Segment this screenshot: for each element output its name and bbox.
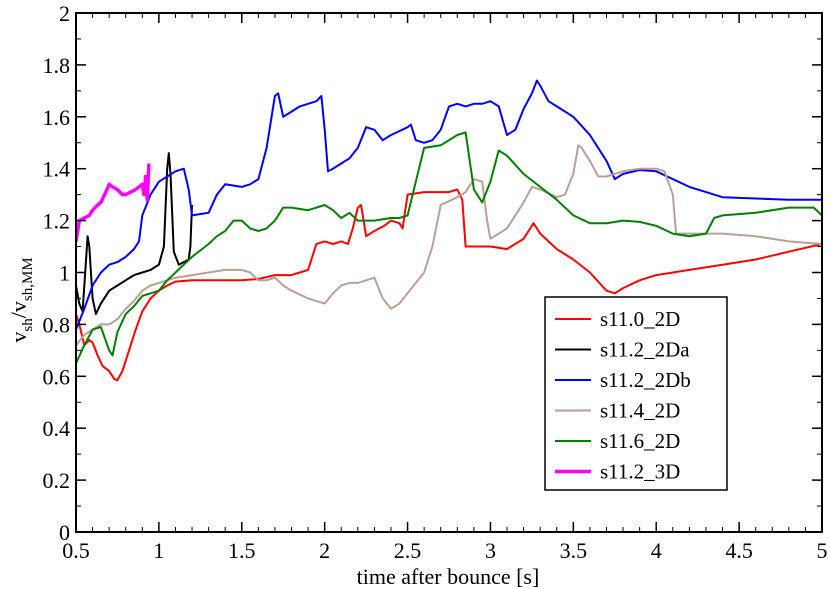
y-tick-label: 1.8 [43, 53, 71, 78]
series-line-s11-6-2d [76, 131, 822, 364]
legend-label: s11.0_2D [600, 307, 680, 331]
y-axis-label-sub1: sh [20, 318, 36, 332]
y-tick-label: 1.6 [43, 105, 71, 130]
legend-box [544, 296, 728, 491]
y-tick-label: 1.2 [43, 209, 71, 234]
x-axis-label: time after bounce [s] [357, 564, 540, 589]
series-line-s11-2-2da [76, 152, 193, 315]
x-tick-label: 2.5 [394, 538, 422, 563]
x-tick-label: 4 [651, 538, 662, 563]
y-tick-label: 0.8 [43, 312, 71, 337]
x-tick-label: 0.5 [62, 538, 90, 563]
y-tick-label: 1.4 [43, 157, 71, 182]
x-tick-label: 2 [319, 538, 330, 563]
series-line-s11-2-2db [76, 79, 822, 330]
y-tick-label: 0.2 [43, 468, 71, 493]
y-axis-label: vsh/vsh,MM [6, 257, 36, 342]
y-axis-label-sub2: sh,MM [20, 257, 36, 301]
x-tick-label: 1.5 [228, 538, 256, 563]
x-tick-label: 5 [817, 538, 828, 563]
x-tick-label: 3 [485, 538, 496, 563]
y-axis-label-slash: /v [6, 301, 31, 318]
series-line-s11-2-3d [76, 163, 151, 242]
legend-label: s11.2_2Db [600, 368, 691, 392]
y-tick-label: 2 [59, 1, 70, 26]
y-tick-label: 0 [59, 520, 70, 545]
legend: s11.0_2D s11.2_2Da s11.2_2Db s11.4_2D s11.6_… [544, 296, 728, 491]
y-tick-label: 1 [59, 261, 70, 286]
y-tick-label: 0.6 [43, 364, 71, 389]
axes-layer: 0.5 1 1.5 2 2.5 3 3.5 4 4.5 5 0 0.2 0.4 0.6 0.8 1 1.2 1.4… [43, 1, 828, 563]
legend-label: s11.4_2D [600, 399, 680, 423]
x-tick-label: 1 [153, 538, 164, 563]
legend-label: s11.2_2Da [600, 338, 690, 362]
series-layer [76, 79, 822, 382]
legend-label: s11.6_2D [600, 429, 680, 453]
y-tick-label: 0.4 [43, 416, 71, 441]
y-axis-label-main: v [6, 332, 31, 343]
legend-label: s11.2_3D [600, 460, 680, 484]
x-tick-label: 4.5 [725, 538, 753, 563]
x-tick-label: 3.5 [560, 538, 588, 563]
